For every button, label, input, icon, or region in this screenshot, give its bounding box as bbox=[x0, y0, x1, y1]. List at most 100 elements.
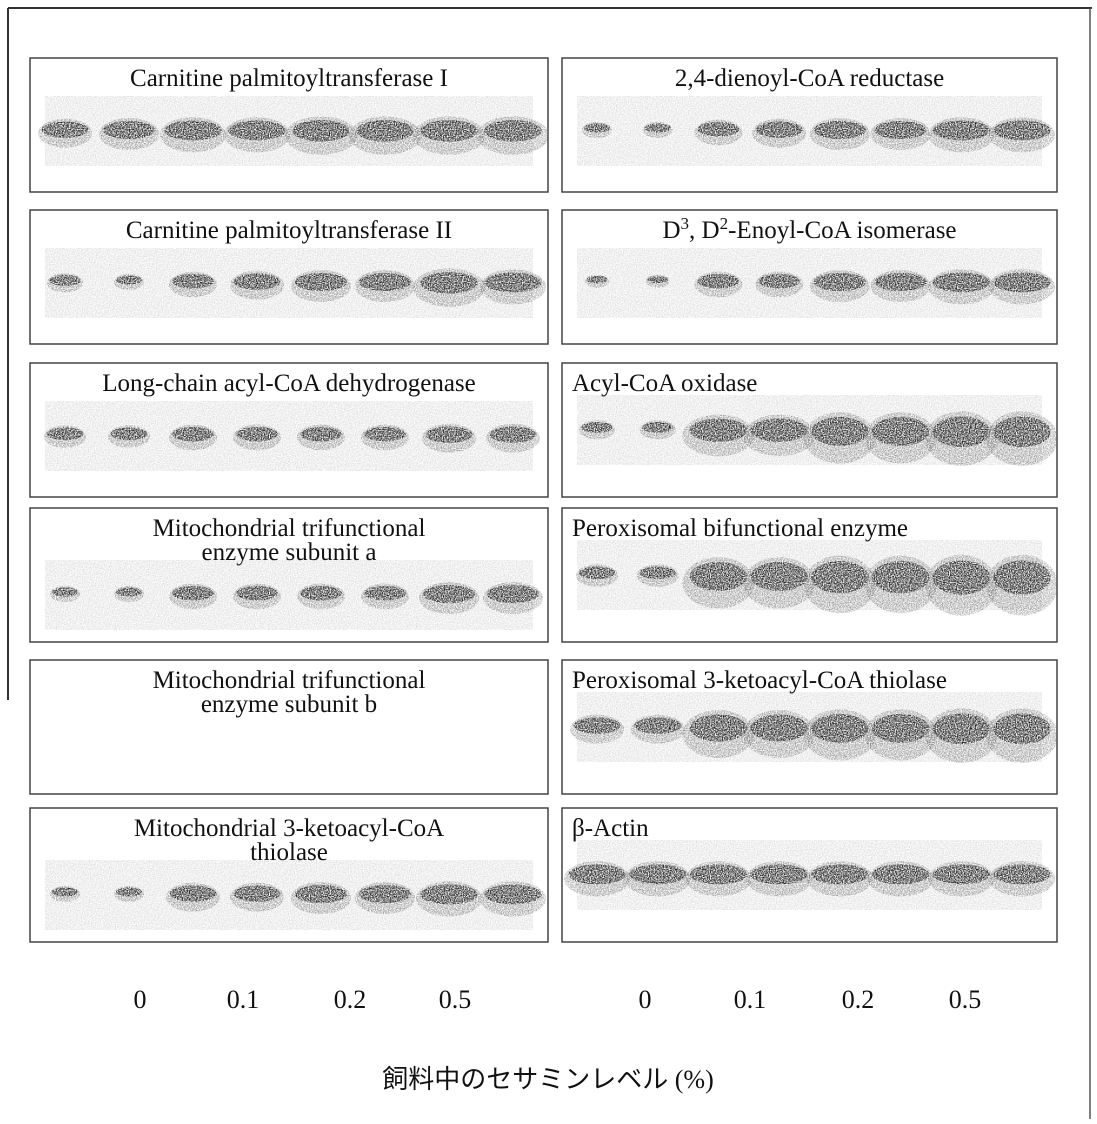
band bbox=[236, 427, 278, 441]
band bbox=[872, 865, 929, 885]
protein-label: Mitochondrial trifunctional bbox=[153, 667, 426, 694]
band bbox=[42, 122, 89, 138]
band bbox=[993, 865, 1050, 885]
band bbox=[484, 120, 541, 142]
band bbox=[875, 121, 927, 139]
band bbox=[993, 714, 1050, 745]
band bbox=[49, 275, 80, 286]
band bbox=[751, 419, 808, 442]
band bbox=[690, 419, 747, 442]
protein-label: Carnitine palmitoyltransferase I bbox=[130, 65, 448, 92]
band bbox=[690, 865, 747, 885]
band bbox=[587, 276, 608, 283]
dose-label: 0.5 bbox=[439, 985, 472, 1014]
band bbox=[234, 886, 281, 902]
blot-panel: 2,4-dienoyl-CoA reductase bbox=[562, 58, 1057, 192]
band bbox=[356, 120, 413, 142]
x-axis-title: 飼料中のセサミンレベル (%) bbox=[382, 1065, 713, 1094]
figure: 飼料中のセサミンレベル (%) Carnitine palmitoyltrans… bbox=[0, 0, 1097, 1119]
band bbox=[645, 124, 671, 133]
band bbox=[642, 422, 673, 433]
band bbox=[872, 561, 929, 593]
protein-label: Acyl-CoA oxidase bbox=[572, 370, 757, 397]
blot-panel: D3, D2-Enoyl-CoA isomerase bbox=[562, 210, 1057, 344]
protein-label: Mitochondrial 3-ketoacyl-CoA bbox=[134, 815, 444, 842]
band bbox=[47, 428, 83, 441]
band bbox=[490, 427, 537, 443]
label-part: , D bbox=[689, 217, 720, 244]
band bbox=[484, 273, 541, 293]
band bbox=[484, 885, 541, 905]
protein-label: Carnitine palmitoyltransferase II bbox=[126, 217, 452, 244]
dose-label: 0 bbox=[639, 985, 652, 1014]
superscript: 3 bbox=[681, 214, 690, 233]
band bbox=[698, 274, 740, 288]
band bbox=[933, 417, 990, 448]
band bbox=[581, 422, 612, 433]
protein-label: enzyme subunit b bbox=[201, 691, 377, 718]
band bbox=[875, 273, 927, 291]
protein-label: 2,4-dienoyl-CoA reductase bbox=[675, 65, 944, 92]
band bbox=[690, 562, 747, 591]
band bbox=[300, 586, 342, 600]
band bbox=[993, 417, 1050, 448]
band bbox=[814, 273, 866, 291]
blot-panel: Carnitine palmitoyltransferase II bbox=[30, 210, 548, 344]
band bbox=[579, 567, 615, 580]
band bbox=[933, 865, 990, 885]
band bbox=[811, 561, 868, 593]
band bbox=[172, 427, 214, 441]
band bbox=[933, 120, 990, 140]
band bbox=[426, 427, 473, 443]
band bbox=[634, 718, 681, 734]
band bbox=[811, 417, 868, 446]
band bbox=[811, 865, 868, 885]
band bbox=[758, 274, 800, 288]
blot-panel: Peroxisomal 3-ketoacyl-CoA thiolase bbox=[562, 660, 1058, 794]
band bbox=[295, 885, 347, 903]
band bbox=[420, 272, 477, 294]
band bbox=[751, 865, 808, 885]
blot-panel: Peroxisomal bifunctional enzyme bbox=[562, 508, 1058, 642]
band bbox=[647, 276, 668, 283]
blot-panel: Acyl-CoA oxidase bbox=[562, 363, 1058, 497]
band bbox=[234, 274, 281, 290]
protein-label: Peroxisomal bifunctional enzyme bbox=[572, 515, 908, 542]
band bbox=[933, 273, 990, 293]
band bbox=[993, 120, 1050, 140]
band bbox=[690, 715, 747, 742]
band bbox=[52, 588, 78, 597]
protein-label: Long-chain acyl-CoA dehydrogenase bbox=[102, 370, 476, 397]
protein-label: Peroxisomal 3-ketoacyl-CoA thiolase bbox=[572, 667, 947, 694]
band bbox=[172, 274, 214, 288]
band bbox=[872, 417, 929, 446]
dose-label: 0.2 bbox=[334, 985, 367, 1014]
band bbox=[116, 276, 142, 285]
dose-label: 0.1 bbox=[227, 985, 260, 1014]
band bbox=[933, 714, 990, 745]
band bbox=[116, 888, 142, 897]
band bbox=[364, 427, 406, 441]
blot-panel: Carnitine palmitoyltransferase I bbox=[30, 58, 549, 192]
band bbox=[756, 122, 803, 138]
band bbox=[228, 120, 285, 140]
band bbox=[751, 562, 808, 591]
band bbox=[423, 585, 475, 603]
label-part: D bbox=[662, 217, 680, 244]
band bbox=[170, 886, 217, 902]
band bbox=[359, 273, 411, 291]
band bbox=[993, 561, 1050, 595]
band bbox=[103, 121, 155, 139]
superscript: 2 bbox=[720, 214, 729, 233]
band bbox=[364, 586, 406, 600]
band bbox=[629, 865, 686, 885]
band bbox=[172, 586, 214, 600]
protein-label: D3, D2-Enoyl-CoA isomerase bbox=[662, 214, 956, 245]
blot-panel: Long-chain acyl-CoA dehydrogenase bbox=[30, 363, 548, 497]
protein-label: β-Actin bbox=[572, 815, 649, 842]
band bbox=[814, 121, 866, 139]
band bbox=[872, 714, 929, 743]
band bbox=[300, 427, 342, 441]
band bbox=[640, 567, 676, 580]
